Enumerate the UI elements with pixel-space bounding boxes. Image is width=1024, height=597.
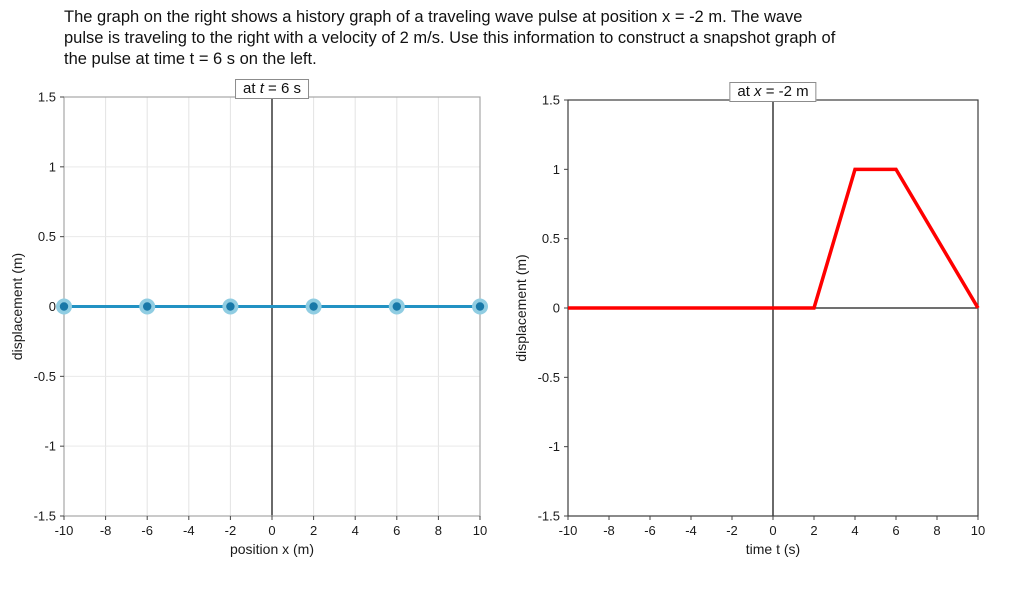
y-axis-label: displacement (m) [513,254,529,361]
instruction-line: The graph on the right shows a history g… [64,8,803,26]
x-tick-label: 10 [473,523,487,538]
x-tick-label: -6 [644,523,656,538]
problem-statement: The graph on the right shows a history g… [64,7,999,70]
x-tick-label: 0 [769,523,776,538]
point-handle[interactable] [392,302,401,311]
x-tick-label: -10 [559,523,578,538]
x-tick-label: 6 [892,523,899,538]
point-handle[interactable] [59,302,69,311]
y-tick-label: 0 [49,299,56,314]
x-tick-label: 10 [971,523,985,538]
x-tick-label: 6 [393,523,400,538]
x-tick-label: -2 [726,523,738,538]
x-tick-label: -8 [603,523,615,538]
x-tick-label: 2 [810,523,817,538]
y-axis-label: displacement (m) [9,253,25,360]
x-tick-label: -10 [55,523,74,538]
point-handle[interactable] [309,302,318,311]
y-tick-label: 1.5 [542,93,560,108]
y-tick-label: 0 [553,301,560,316]
x-axis-label: time t (s) [746,541,800,557]
y-tick-label: -0.5 [538,370,560,385]
title-text: = -2 m [761,83,809,100]
x-tick-label: 4 [851,523,858,538]
x-tick-label: 2 [310,523,317,538]
x-tick-label: -6 [141,523,153,538]
title-variable: t [259,80,264,97]
y-tick-label: 0.5 [542,231,560,246]
y-tick-label: -1 [44,439,56,454]
x-tick-label: 0 [268,523,275,538]
y-tick-label: 1 [553,162,560,177]
x-tick-label: -4 [685,523,697,538]
x-tick-label: -8 [100,523,112,538]
y-tick-label: -1.5 [34,509,56,524]
y-tick-label: -1 [548,439,560,454]
x-axis-label: position x (m) [230,541,314,557]
y-tick-label: 1.5 [38,90,56,105]
history-chart: -10 -8 -6 -4 -2 0 2 4 6 8 10 -1.5 -1 -0.5 0 0.5 1 1.5 time… [513,93,985,558]
point-handle[interactable] [475,302,485,311]
y-tick-label: -0.5 [34,369,56,384]
x-tick-label: -2 [225,523,237,538]
history-graph-curve [568,167,980,310]
point-handle[interactable] [226,302,235,311]
title-text: at [243,80,260,97]
x-tick-label: 4 [352,523,359,538]
instruction-line: pulse is traveling to the right with a v… [64,29,836,47]
title-variable: x [754,83,762,100]
instruction-line: the pulse at time t = 6 s on the left. [64,50,317,68]
x-tick-label: 8 [933,523,940,538]
snapshot-chart-title: at t = 6 s [235,79,309,99]
history-chart-title: at x = -2 m [729,82,817,102]
title-text: = 6 s [263,80,301,97]
y-tick-label: 0.5 [38,229,56,244]
y-tick-label: 1 [49,159,56,174]
y-tick-label: -1.5 [538,509,560,524]
x-tick-label: -4 [183,523,195,538]
point-handle[interactable] [143,302,152,311]
snapshot-chart[interactable]: -10 -8 -6 -4 -2 0 2 4 6 8 10 -1.5 -1 -0.5 0 0.5 1 1.5 posi… [0,0,512,597]
x-tick-label: 8 [435,523,442,538]
title-text: at [737,83,755,100]
